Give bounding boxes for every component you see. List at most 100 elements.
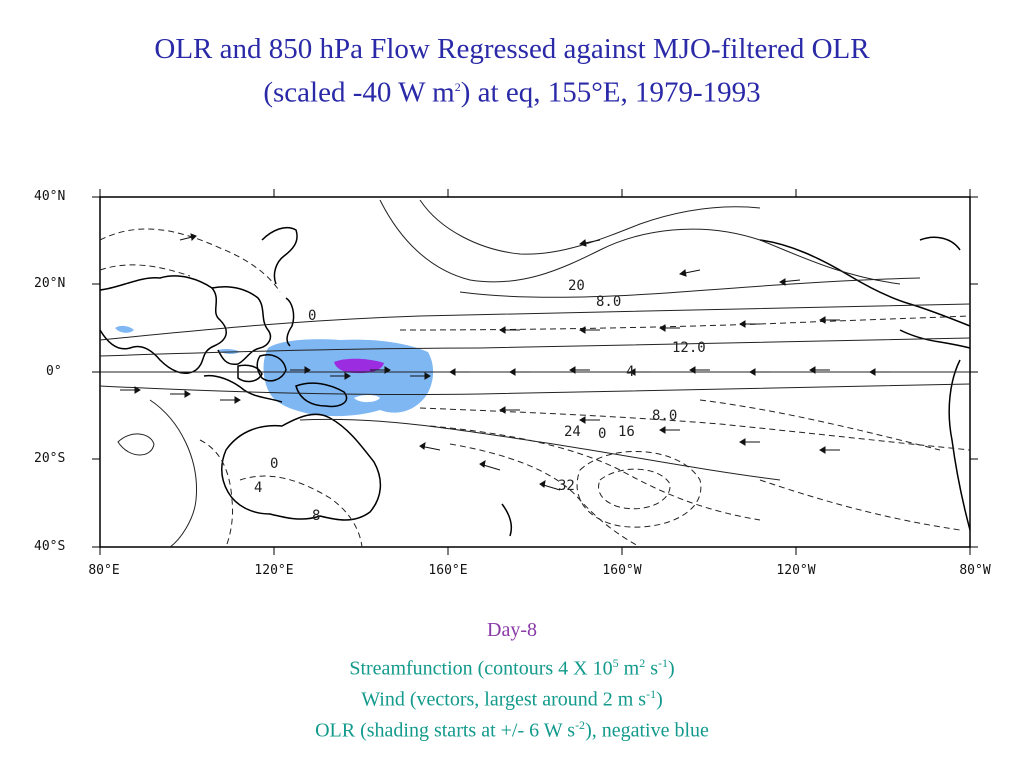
wind-vector — [819, 316, 840, 324]
lon-label-160e: 160°E — [428, 563, 468, 578]
wind-vector — [579, 326, 600, 334]
wind-vector — [578, 239, 601, 247]
contour-solid-3 — [99, 383, 971, 396]
coast-indonesia-2 — [237, 364, 263, 383]
title-line-2: (scaled -40 W m2) at eq, 155°E, 1979-199… — [263, 76, 761, 109]
contour-solid-1 — [99, 303, 971, 341]
wind-vector — [689, 366, 710, 374]
wind-vector — [220, 396, 241, 404]
contour-label: 12.0 — [672, 340, 706, 356]
coast-north-america — [759, 239, 971, 327]
contour-solid-left-loop — [117, 433, 155, 456]
wind-vector — [499, 326, 520, 334]
lon-label-80e: 80°E — [88, 563, 120, 578]
map-canvas: 0 20 8.0 12.0 4 8.0 16 24 32 0 4 0 8 — [92, 189, 978, 555]
wind-vector — [569, 366, 590, 374]
contour-label: 4 — [626, 364, 634, 380]
caption-olr: OLR (shading starts at +/- 6 W s-2), neg… — [315, 718, 709, 742]
axis-ticks — [92, 189, 978, 555]
coast-mexico — [899, 329, 971, 349]
coast-new-guinea — [295, 382, 348, 408]
contour-solid-south-1 — [299, 418, 781, 481]
contour-dashed-1 — [99, 228, 281, 293]
olr-shading — [115, 325, 434, 417]
contour-dashed-loop-2 — [576, 450, 702, 528]
coast-australia — [221, 413, 382, 521]
contour-solid-2 — [99, 337, 971, 357]
wind-vectors — [120, 233, 890, 491]
olr-negative-small-1 — [115, 325, 134, 333]
wind-vector — [678, 269, 701, 277]
contour-label: 0 — [308, 308, 316, 324]
wind-vector — [479, 460, 501, 471]
contour-solid-north-1 — [379, 199, 901, 285]
wind-vector — [179, 233, 197, 242]
wind-vector — [509, 368, 530, 376]
wind-vector — [779, 278, 801, 286]
wind-vector — [739, 438, 760, 446]
coast-south-america — [948, 359, 971, 531]
contour-dashed-3 — [399, 315, 971, 331]
caption-streamfunction: Streamfunction (contours 4 X 105 m2 s-1) — [349, 656, 675, 680]
lon-label-80w: 80°W — [959, 563, 991, 578]
title-line-1: OLR and 850 hPa Flow Regressed against M… — [154, 33, 870, 65]
wind-vector — [170, 390, 191, 398]
wind-vector — [499, 406, 520, 414]
coast-philippines — [285, 297, 295, 347]
lat-label-20n: 20°N — [34, 276, 66, 291]
map-figure: 0 20 8.0 12.0 4 8.0 16 24 32 0 4 0 8 — [0, 180, 1024, 580]
contour-labels: 0 20 8.0 12.0 4 8.0 16 24 32 0 4 0 8 — [254, 278, 706, 524]
contour-label: 0 — [598, 426, 606, 442]
contour-label: 8 — [312, 508, 320, 524]
coast-korea-japan — [261, 226, 298, 285]
contour-dashed-5 — [429, 425, 761, 521]
contour-label: 24 — [564, 424, 581, 440]
wind-vector — [410, 372, 431, 380]
coast-caribbean — [919, 236, 961, 251]
contour-label: 0 — [270, 456, 278, 472]
lon-label-120w: 120°W — [776, 563, 816, 578]
wind-vector — [330, 372, 351, 380]
wind-vector — [819, 446, 840, 454]
contour-label: 4 — [254, 480, 262, 496]
olr-white-patch — [354, 395, 380, 403]
wind-vector — [539, 480, 561, 491]
caption-day: Day-8 — [487, 619, 537, 641]
contour-label: 16 — [618, 424, 635, 440]
wind-vector — [120, 386, 141, 394]
wind-vector — [659, 426, 680, 434]
contour-label: 8.0 — [652, 408, 677, 424]
contour-dashed-9 — [699, 399, 941, 451]
wind-vector — [449, 368, 470, 376]
wind-vector — [749, 368, 770, 376]
contour-dashed-8 — [199, 439, 233, 548]
contour-label: 20 — [568, 278, 585, 294]
contour-dashed-4 — [419, 407, 971, 451]
coast-china — [211, 286, 272, 366]
wind-vector — [290, 366, 311, 374]
olr-negative-small-2 — [218, 348, 240, 355]
wind-vector — [579, 416, 600, 424]
coast-asia — [99, 275, 227, 374]
contour-dashed-10 — [759, 479, 961, 531]
contour-label: 8.0 — [596, 294, 621, 310]
wind-vector — [739, 320, 760, 328]
wind-vector — [629, 368, 650, 376]
wind-vector — [370, 366, 391, 374]
coastlines — [99, 226, 971, 537]
contour-dashed-7 — [239, 475, 363, 548]
lat-label-20s: 20°S — [34, 451, 66, 466]
page-title: OLR and 850 hPa Flow Regressed against M… — [0, 30, 1024, 112]
contour-solid-left-2 — [149, 399, 198, 548]
caption-wind: Wind (vectors, largest around 2 m s-1) — [361, 687, 663, 711]
coast-new-zealand — [501, 503, 513, 537]
lat-label-eq: 0° — [46, 364, 62, 379]
wind-vector — [659, 324, 680, 332]
contour-dashed-loop — [598, 468, 671, 510]
contour-solid-north-3 — [459, 277, 921, 298]
wind-vector — [869, 368, 890, 376]
lat-label-40n: 40°N — [34, 189, 66, 204]
lat-label-40s: 40°S — [34, 539, 66, 554]
contour-label: 32 — [558, 478, 575, 494]
wind-vector — [419, 442, 441, 451]
